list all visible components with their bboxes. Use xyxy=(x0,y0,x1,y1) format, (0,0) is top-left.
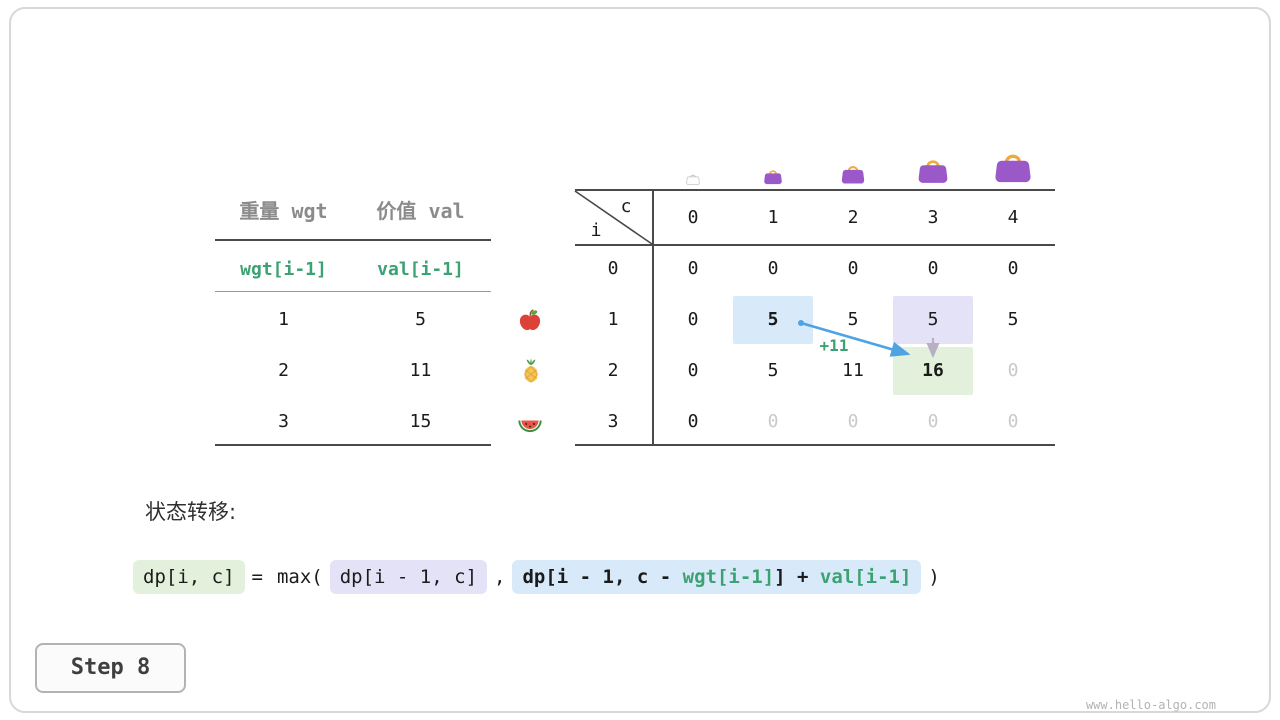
formula-lhs: dp[i, c] xyxy=(133,560,245,594)
dp-col-header: 0 xyxy=(687,207,699,228)
item-wgt-1: 1 xyxy=(278,309,289,330)
dp-row-label: 2 xyxy=(607,360,619,381)
dp-cell: 5 xyxy=(767,309,779,330)
item-val-2: 11 xyxy=(409,360,432,381)
dp-cell: 0 xyxy=(687,411,699,432)
item-wgt-3: 3 xyxy=(278,411,289,432)
dp-col-header: 3 xyxy=(927,207,939,228)
dp-row-label: 0 xyxy=(607,258,619,279)
formula-arg2-wgt: wgt[i-1] xyxy=(682,566,775,588)
dp-cell: 0 xyxy=(767,411,779,432)
dp-cell: 0 xyxy=(687,360,699,381)
dp-cell: 0 xyxy=(927,411,939,432)
dp-cell: 16 xyxy=(922,360,944,381)
dp-rule-header xyxy=(575,244,1055,246)
dp-col-header: 4 xyxy=(1007,207,1019,228)
bag-icon xyxy=(991,142,1035,190)
formula-arg2-val: val[i-1] xyxy=(819,566,912,588)
item-table-val-formula: val[i-1] xyxy=(377,259,464,280)
formula-equals: = xyxy=(251,566,263,588)
formula-max-open: max( xyxy=(276,566,323,588)
dp-cell: 5 xyxy=(1007,309,1019,330)
dp-rule-bottom xyxy=(575,444,1055,446)
dp-cell: 0 xyxy=(847,258,859,279)
apple-icon xyxy=(516,306,544,338)
item-wgt-2: 2 xyxy=(278,360,289,381)
dp-cell: 5 xyxy=(847,309,859,330)
item-table-rule-mid xyxy=(215,291,491,292)
dp-corner-i-label: i xyxy=(590,220,602,241)
item-table-rule-bottom xyxy=(215,444,491,446)
formula-arg2-p1: dp[i - 1, c - xyxy=(522,566,683,588)
dp-cell: 0 xyxy=(687,309,699,330)
dp-rule-vertical xyxy=(652,189,654,446)
formula-close-paren: ) xyxy=(928,566,940,588)
dp-cell: 5 xyxy=(927,309,939,330)
transition-formula: dp[i, c] = max( dp[i - 1, c] , dp[i - 1,… xyxy=(133,560,947,594)
dp-row-label: 1 xyxy=(607,309,619,330)
formula-arg2: dp[i - 1, c - wgt[i-1]] + val[i-1] xyxy=(512,560,922,594)
card-border xyxy=(9,7,1271,713)
watermark: www.hello-algo.com xyxy=(1085,698,1216,712)
item-val-3: 15 xyxy=(409,411,432,432)
dp-cell: 0 xyxy=(767,258,779,279)
item-table-header-value: 价值 val xyxy=(376,199,465,223)
formula-arg1: dp[i - 1, c] xyxy=(329,560,488,594)
pineapple-icon xyxy=(518,358,544,388)
item-table-rule-top xyxy=(215,239,491,241)
bag-icon xyxy=(839,158,867,190)
dp-col-header: 1 xyxy=(767,207,779,228)
item-table-wgt-formula: wgt[i-1] xyxy=(240,259,327,280)
dp-rule-top xyxy=(575,189,1055,191)
dp-cell: 0 xyxy=(1007,258,1019,279)
dp-cell: 0 xyxy=(687,258,699,279)
dp-cell: 0 xyxy=(1007,360,1019,381)
formula-comma: , xyxy=(494,566,506,588)
state-transition-label: 状态转移: xyxy=(145,500,237,524)
dp-cell: 5 xyxy=(767,360,779,381)
transition-value-label: +11 xyxy=(819,336,849,355)
bag-icon xyxy=(762,164,784,190)
step-badge: Step 8 xyxy=(35,643,186,693)
dp-cell: 11 xyxy=(842,360,864,381)
dp-cell: 0 xyxy=(1007,411,1019,432)
dp-cell: 0 xyxy=(847,411,859,432)
watermelon-icon xyxy=(516,408,544,440)
dp-corner-c-label: c xyxy=(620,196,632,217)
dp-col-header: 2 xyxy=(847,207,859,228)
dp-row-label: 3 xyxy=(607,411,619,432)
formula-arg2-p3: ] + xyxy=(774,566,820,588)
bag-icon xyxy=(915,150,951,190)
bag-tiny-icon xyxy=(685,170,701,190)
dp-cell: 0 xyxy=(927,258,939,279)
item-table-header-weight: 重量 wgt xyxy=(239,199,328,223)
item-val-1: 5 xyxy=(415,309,426,330)
